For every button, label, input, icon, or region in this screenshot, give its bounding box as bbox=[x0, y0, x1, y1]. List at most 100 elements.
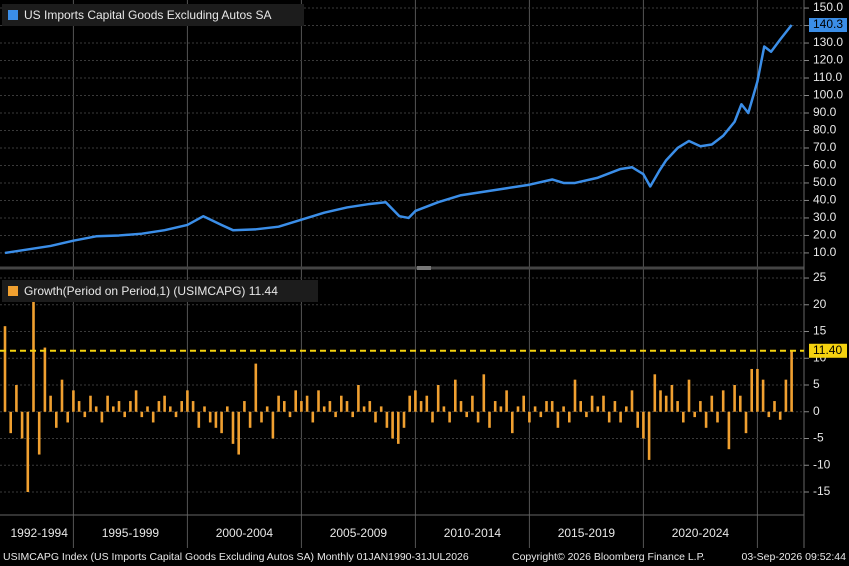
bar bbox=[454, 379, 457, 412]
bar bbox=[146, 406, 149, 412]
bar bbox=[134, 390, 138, 412]
bar bbox=[231, 411, 235, 444]
bar bbox=[220, 411, 223, 434]
bar bbox=[465, 411, 468, 418]
bar bbox=[664, 395, 668, 412]
bar bbox=[317, 390, 320, 412]
bar bbox=[83, 411, 87, 418]
bar bbox=[545, 401, 548, 412]
bar bbox=[442, 406, 446, 412]
bar bbox=[186, 390, 189, 412]
x-tick-label: 1992-1994 bbox=[11, 526, 69, 540]
bar bbox=[744, 411, 748, 434]
bar bbox=[750, 368, 753, 412]
bar bbox=[761, 379, 765, 412]
bar bbox=[739, 395, 742, 412]
bar bbox=[151, 411, 155, 423]
y-tick-label: 40.0 bbox=[813, 193, 837, 207]
bar bbox=[670, 385, 674, 412]
bar bbox=[117, 401, 121, 412]
bar bbox=[602, 395, 605, 412]
reference-box bbox=[809, 343, 847, 358]
bar bbox=[573, 379, 577, 412]
bar bbox=[208, 411, 212, 423]
bar bbox=[391, 411, 394, 439]
bar bbox=[704, 411, 708, 428]
bar bbox=[157, 401, 161, 412]
bar bbox=[459, 401, 463, 412]
y-tick-label: 25 bbox=[813, 270, 827, 284]
bar bbox=[9, 411, 12, 434]
bar bbox=[499, 406, 503, 412]
bar bbox=[539, 411, 543, 418]
bar bbox=[89, 395, 92, 412]
bar bbox=[778, 411, 782, 420]
legend-label: Growth(Period on Period,1) (USIMCAPG) 11… bbox=[24, 284, 278, 298]
bar bbox=[20, 411, 24, 439]
bar bbox=[590, 395, 594, 412]
bar bbox=[351, 411, 354, 418]
bar bbox=[55, 411, 58, 428]
x-tick-label: 2010-2014 bbox=[444, 526, 502, 540]
bar bbox=[511, 411, 514, 434]
bar bbox=[283, 401, 286, 412]
bar bbox=[414, 390, 417, 412]
bar bbox=[653, 374, 657, 412]
bar bbox=[431, 411, 434, 423]
bar bbox=[402, 411, 406, 428]
bar bbox=[613, 401, 617, 412]
y-tick-label: 110.0 bbox=[813, 70, 842, 84]
bar bbox=[562, 406, 565, 412]
bar bbox=[66, 411, 69, 423]
bar bbox=[522, 395, 525, 412]
y-tick-label: 5 bbox=[813, 377, 820, 391]
y-tick-label: 120.0 bbox=[813, 53, 843, 67]
bar bbox=[300, 401, 303, 412]
bar bbox=[756, 368, 759, 412]
bar bbox=[140, 411, 144, 418]
y-tick-label: 50.0 bbox=[813, 175, 837, 189]
y-tick-label: 90.0 bbox=[813, 105, 837, 119]
bar bbox=[721, 390, 725, 412]
bar bbox=[271, 411, 275, 439]
bar bbox=[322, 406, 326, 412]
bar bbox=[169, 406, 172, 412]
bar bbox=[784, 379, 788, 412]
bar bbox=[790, 350, 793, 412]
bar bbox=[112, 406, 115, 412]
reference-label: 11.40 bbox=[813, 343, 842, 357]
bar bbox=[43, 347, 47, 412]
y-tick-label: 60.0 bbox=[813, 158, 837, 172]
bar bbox=[60, 379, 64, 412]
bar bbox=[248, 411, 252, 428]
bar bbox=[214, 411, 218, 428]
bar bbox=[528, 411, 531, 423]
bar bbox=[174, 411, 178, 418]
bar bbox=[436, 385, 440, 412]
bar bbox=[32, 294, 35, 412]
bar bbox=[357, 385, 360, 412]
bar bbox=[425, 395, 429, 412]
bar bbox=[243, 401, 246, 412]
bar bbox=[379, 406, 383, 412]
y-tick-label: 20 bbox=[813, 297, 827, 311]
bar bbox=[311, 411, 315, 423]
bar bbox=[476, 411, 480, 423]
bar bbox=[368, 401, 372, 412]
bar bbox=[408, 395, 411, 412]
bar bbox=[265, 406, 269, 412]
legend-swatch bbox=[8, 10, 18, 20]
bar bbox=[362, 406, 366, 412]
bar bbox=[226, 406, 229, 412]
x-tick-label: 2000-2004 bbox=[216, 526, 274, 540]
bar bbox=[630, 390, 634, 412]
footer-timestamp: 03-Sep-2026 09:52:44 bbox=[741, 551, 846, 563]
bar bbox=[607, 411, 611, 423]
legend-box bbox=[2, 280, 318, 302]
y-tick-label: 20.0 bbox=[813, 228, 837, 242]
x-tick-label: 2020-2024 bbox=[672, 526, 730, 540]
bar bbox=[94, 406, 98, 412]
legend-label: US Imports Capital Goods Excluding Autos… bbox=[24, 8, 271, 22]
splitter-handle[interactable] bbox=[417, 266, 431, 270]
bar bbox=[106, 395, 109, 412]
